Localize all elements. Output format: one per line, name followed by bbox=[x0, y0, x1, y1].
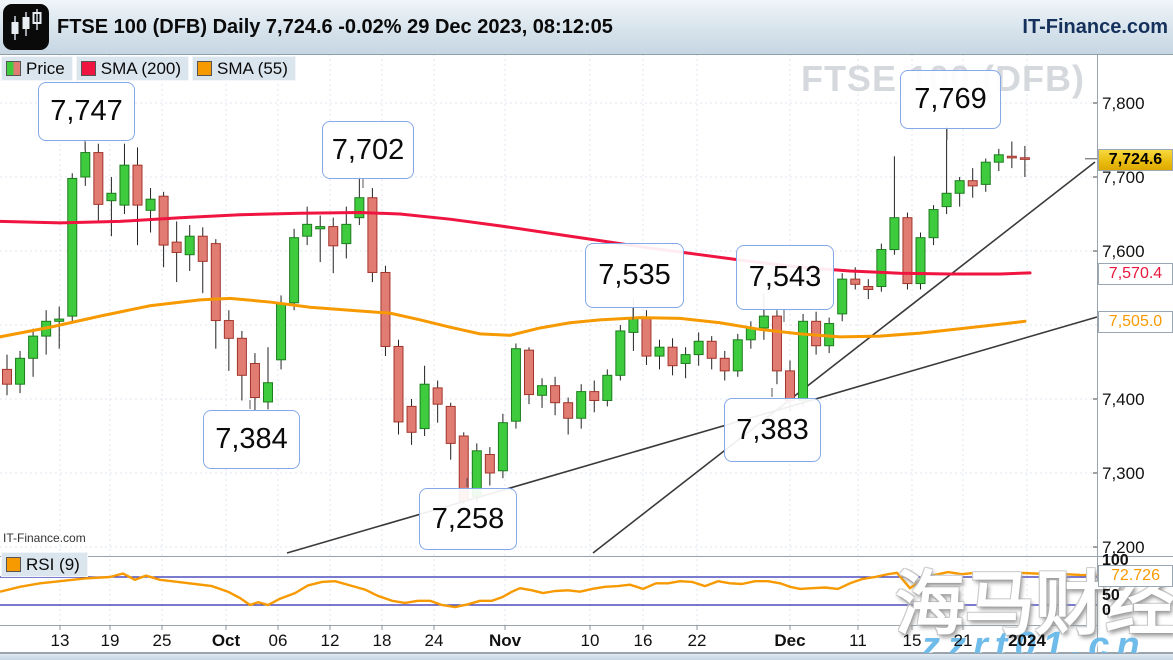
time-axis-label: Oct bbox=[211, 631, 241, 650]
sma200-value-box: 7,570.4 bbox=[1098, 262, 1173, 285]
legend-sma55-label: SMA (55) bbox=[217, 58, 288, 78]
last-price-box: 7,724.6 bbox=[1098, 148, 1173, 171]
rsi-legend: RSI (9) bbox=[1, 552, 88, 577]
candlestick-icon-glyph bbox=[11, 9, 42, 40]
price-tick-label: 7,400 bbox=[1102, 390, 1145, 409]
time-axis-label: 12 bbox=[320, 631, 340, 650]
price-callout: 7,258 bbox=[419, 488, 517, 550]
sma55-value-box: 7,505.0 bbox=[1098, 311, 1173, 334]
time-axis-label: 2024 bbox=[1008, 631, 1046, 650]
price-callout: 7,543 bbox=[736, 245, 834, 310]
rsi-tick-label: 0 bbox=[1102, 602, 1111, 619]
title-bar: FTSE 100 (DFB) Daily 7,724.6 -0.02% 29 D… bbox=[0, 0, 1173, 55]
candlestick-app-icon[interactable] bbox=[3, 4, 49, 50]
indicator-legend: Price SMA (200) SMA (55) bbox=[1, 56, 296, 81]
legend-sma200[interactable]: SMA (200) bbox=[75, 56, 190, 81]
rsi-swatch-icon bbox=[6, 557, 21, 572]
time-axis-label: Nov bbox=[488, 631, 522, 650]
legend-rsi-label: RSI (9) bbox=[26, 554, 80, 574]
sma200-swatch-icon bbox=[80, 61, 96, 76]
rsi-tick-label: 100 bbox=[1102, 552, 1129, 569]
legend-price-label: Price bbox=[26, 58, 65, 78]
time-axis-label: 11 bbox=[849, 631, 867, 650]
legend-sma200-label: SMA (200) bbox=[100, 58, 182, 78]
time-axis-label: 22 bbox=[687, 631, 707, 650]
price-callout: 7,747 bbox=[38, 82, 135, 141]
price-callout: 7,702 bbox=[322, 121, 414, 179]
legend-price[interactable]: Price bbox=[1, 56, 73, 81]
legend-rsi[interactable]: RSI (9) bbox=[1, 552, 88, 577]
price-tick-label: 7,600 bbox=[1102, 242, 1145, 261]
bottom-scroll-strip[interactable] bbox=[0, 653, 1173, 660]
price-tick-label: 7,200 bbox=[1102, 538, 1145, 557]
time-axis-label: 10 bbox=[580, 631, 600, 650]
price-callout: 7,535 bbox=[585, 243, 684, 308]
price-swatch-icon bbox=[6, 61, 21, 76]
legend-sma55[interactable]: SMA (55) bbox=[192, 56, 296, 81]
brand-link[interactable]: IT-Finance.com bbox=[1022, 16, 1168, 38]
chart-title: FTSE 100 (DFB) Daily 7,724.6 -0.02% 29 D… bbox=[57, 16, 613, 38]
price-callout: 7,769 bbox=[900, 70, 1001, 129]
time-axis-label: 13 bbox=[50, 631, 70, 650]
time-axis-label: 06 bbox=[268, 631, 288, 650]
price-callout: 7,383 bbox=[724, 398, 821, 462]
time-axis-label: 19 bbox=[100, 631, 120, 650]
rsi-tick-label: 50 bbox=[1102, 587, 1120, 604]
time-axis-label: 24 bbox=[424, 631, 444, 650]
price-tick-label: 7,300 bbox=[1102, 464, 1145, 483]
time-axis-label: 15 bbox=[902, 631, 922, 650]
time-axis-label: 18 bbox=[372, 631, 392, 650]
time-axis-label: Dec bbox=[774, 631, 806, 650]
itfinance-small-watermark: IT-Finance.com bbox=[3, 531, 86, 545]
sma55-swatch-icon bbox=[197, 61, 213, 76]
time-axis-label: 16 bbox=[633, 631, 653, 650]
price-tick-label: 7,700 bbox=[1102, 168, 1145, 187]
time-axis-label: 21 bbox=[953, 631, 973, 650]
time-axis-label: 25 bbox=[152, 631, 172, 650]
rsi-value-box: 72.726 bbox=[1098, 565, 1173, 588]
price-callout: 7,384 bbox=[203, 410, 300, 469]
price-tick-label: 7,800 bbox=[1102, 94, 1145, 113]
